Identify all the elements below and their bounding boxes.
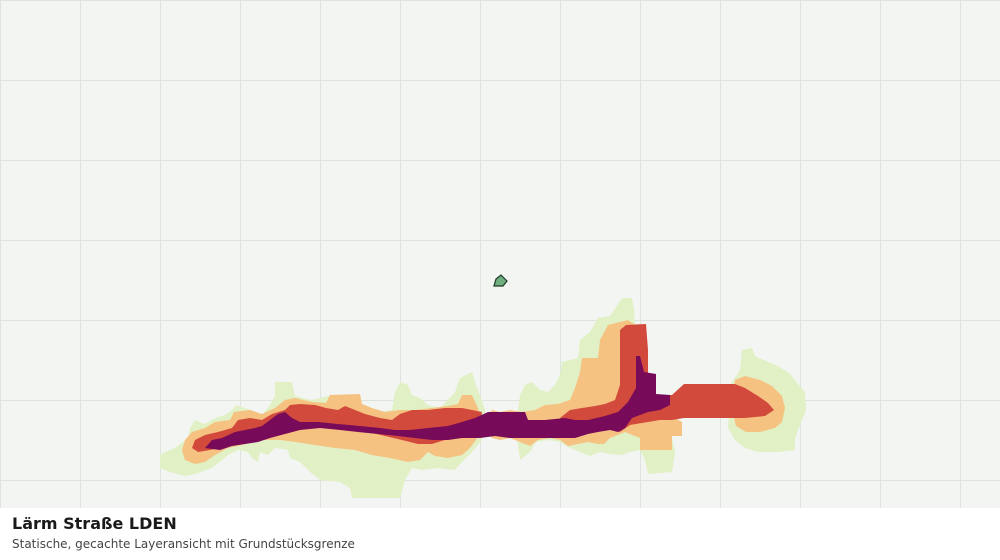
layer-title: Lärm Straße LDEN (12, 514, 177, 533)
caption-panel: Lärm Straße LDEN Statische, gecachte Lay… (0, 508, 1000, 560)
layer-subtitle: Statische, gecachte Layeransicht mit Gru… (12, 537, 355, 551)
noise-band-3 (192, 324, 774, 452)
noise-band-highest (205, 356, 670, 450)
map-canvas (0, 0, 1000, 508)
noise-area-west-red (192, 404, 482, 452)
noise-area-corridor-purple (205, 356, 670, 450)
map-grid (0, 0, 1000, 508)
map-view[interactable] (0, 0, 1000, 508)
parcel-boundary-marker[interactable] (493, 274, 508, 287)
noise-area-center-red (560, 324, 774, 432)
